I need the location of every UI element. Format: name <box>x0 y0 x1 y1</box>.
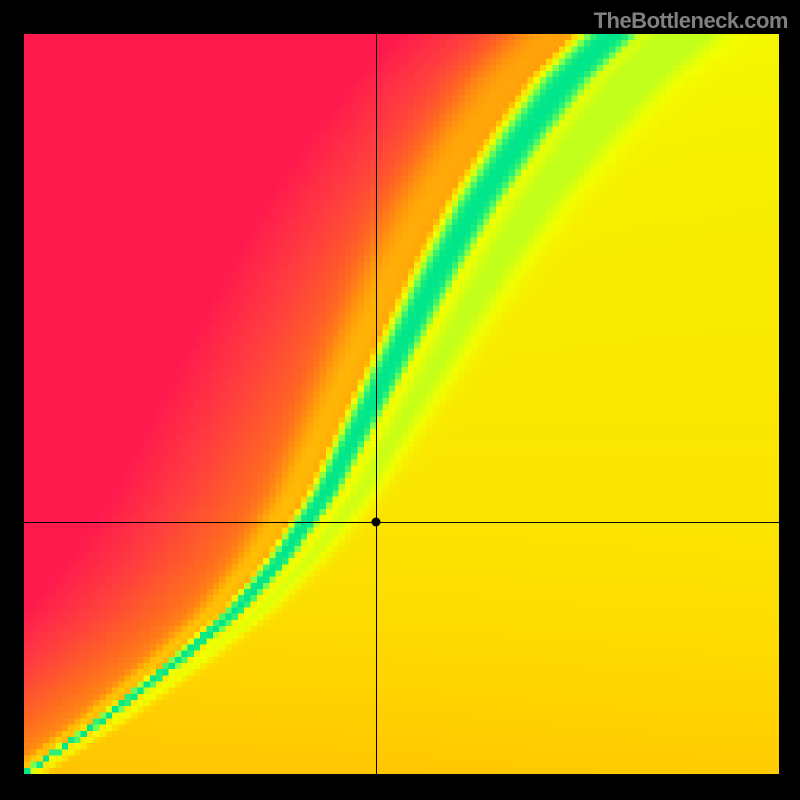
bottleneck-heatmap <box>24 34 779 774</box>
crosshair-horizontal-line <box>24 522 779 523</box>
crosshair-marker-dot <box>371 518 380 527</box>
watermark-text: TheBottleneck.com <box>594 8 788 34</box>
crosshair-vertical-line <box>376 34 377 774</box>
